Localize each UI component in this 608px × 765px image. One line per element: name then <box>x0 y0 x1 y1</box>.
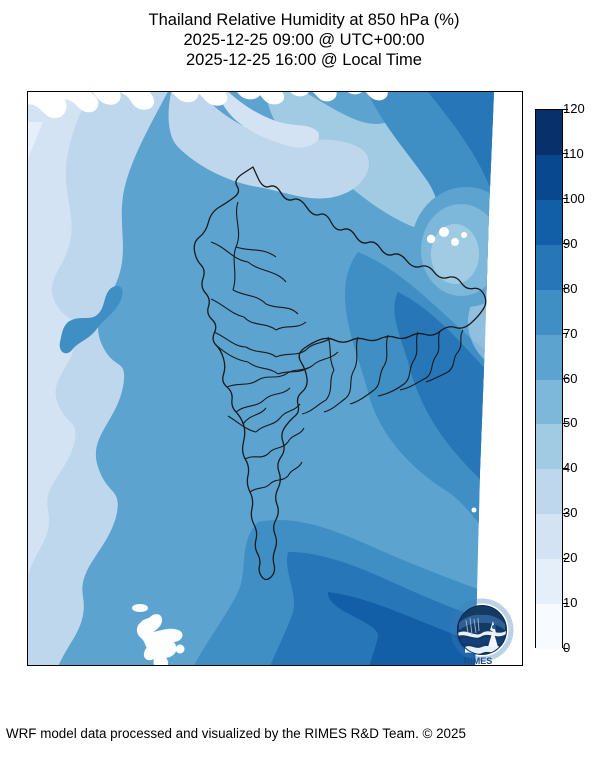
svg-text:RIMES: RIMES <box>464 656 493 666</box>
